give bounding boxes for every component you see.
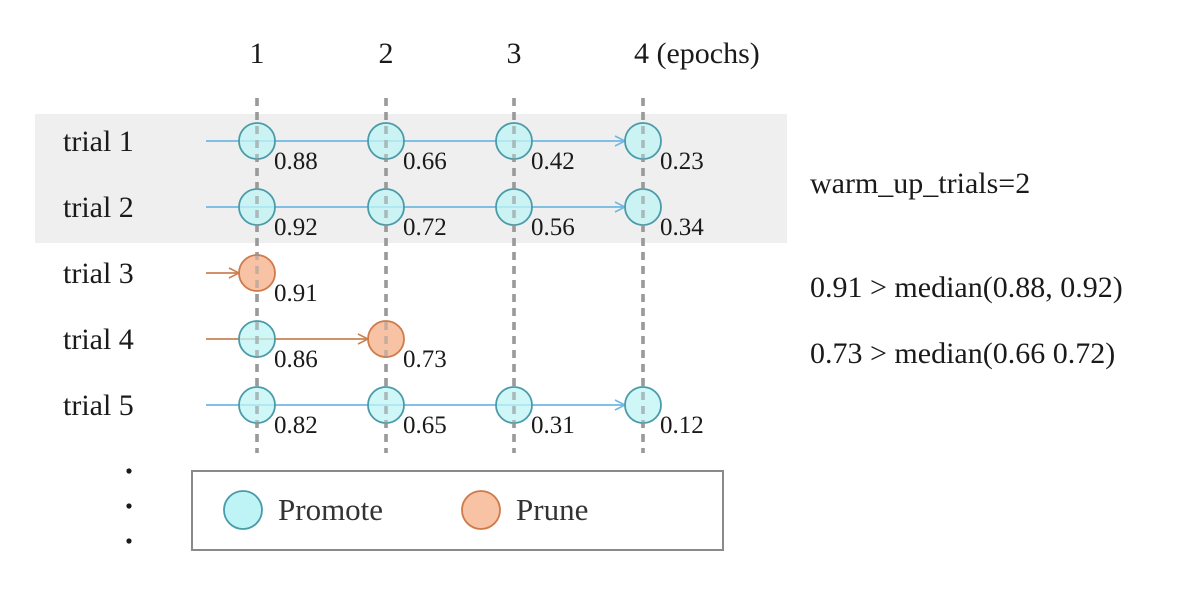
trial-values: 0.88 0.66 0.42 0.23 0.92 0.72 0.56 0.34 0.91 0.86… xyxy=(274,148,704,439)
trial-2-epoch-4-promote-node xyxy=(624,188,662,226)
epoch-label-1: 1 xyxy=(250,37,265,70)
legend-prune-swatch xyxy=(461,490,501,530)
trial-2-epoch-1-value: 0.92 xyxy=(274,214,318,241)
trial-2-epoch-1-promote-node xyxy=(238,188,276,226)
more-trials-ellipsis xyxy=(126,468,132,544)
trial-1-epoch-4-value: 0.23 xyxy=(660,148,704,175)
legend-prune-label: Prune xyxy=(516,492,588,527)
trial-label-3: trial 3 xyxy=(63,257,134,290)
warmup-trials-label: warm_up_trials=2 xyxy=(810,167,1030,200)
prune-note-1: 0.91 > median(0.88, 0.92) xyxy=(810,271,1123,304)
trial-1-epoch-2-value: 0.66 xyxy=(403,148,447,175)
trial-1-epoch-1-value: 0.88 xyxy=(274,148,318,175)
trial-5-epoch-2-value: 0.65 xyxy=(403,412,447,439)
trial-4-epoch-2-value: 0.73 xyxy=(403,346,447,373)
epoch-label-2: 2 xyxy=(379,37,394,70)
trial-2-epoch-2-promote-node xyxy=(367,188,405,226)
trial-4-epoch-1-value: 0.86 xyxy=(274,346,318,373)
epoch-header: 1 2 3 4 (epochs) xyxy=(250,37,760,70)
legend: Promote Prune xyxy=(191,470,724,551)
trial-label-1: trial 1 xyxy=(63,125,134,158)
trial-label-2: trial 2 xyxy=(63,191,134,224)
epoch-label-3: 3 xyxy=(507,37,522,70)
trial-label-5: trial 5 xyxy=(63,389,134,422)
legend-promote-swatch xyxy=(223,490,263,530)
legend-promote-label: Promote xyxy=(278,492,383,527)
legend-box xyxy=(191,470,724,551)
trial-5-epoch-4-value: 0.12 xyxy=(660,412,704,439)
trial-label-4: trial 4 xyxy=(63,323,134,356)
trial-2-epoch-2-value: 0.72 xyxy=(403,214,447,241)
prune-notes: 0.91 > median(0.88, 0.92) 0.73 > median(0… xyxy=(810,271,1123,370)
trial-5-epoch-1-value: 0.82 xyxy=(274,412,318,439)
trial-1-epoch-3-value: 0.42 xyxy=(531,148,575,175)
trial-2-epoch-4-value: 0.34 xyxy=(660,214,704,241)
trial-3-epoch-1-value: 0.91 xyxy=(274,280,318,307)
warmup-trials-band xyxy=(35,114,787,243)
trial-nodes xyxy=(238,98,662,453)
epoch-label-4: 4 (epochs) xyxy=(634,37,760,70)
trial-5-epoch-3-value: 0.31 xyxy=(531,412,575,439)
trial-2-epoch-3-value: 0.56 xyxy=(531,214,575,241)
trial-labels: trial 1 trial 2 trial 3 trial 4 trial 5 xyxy=(63,125,134,422)
prune-note-2: 0.73 > median(0.66 0.72) xyxy=(810,337,1115,370)
trial-2-epoch-3-promote-node xyxy=(495,188,533,226)
